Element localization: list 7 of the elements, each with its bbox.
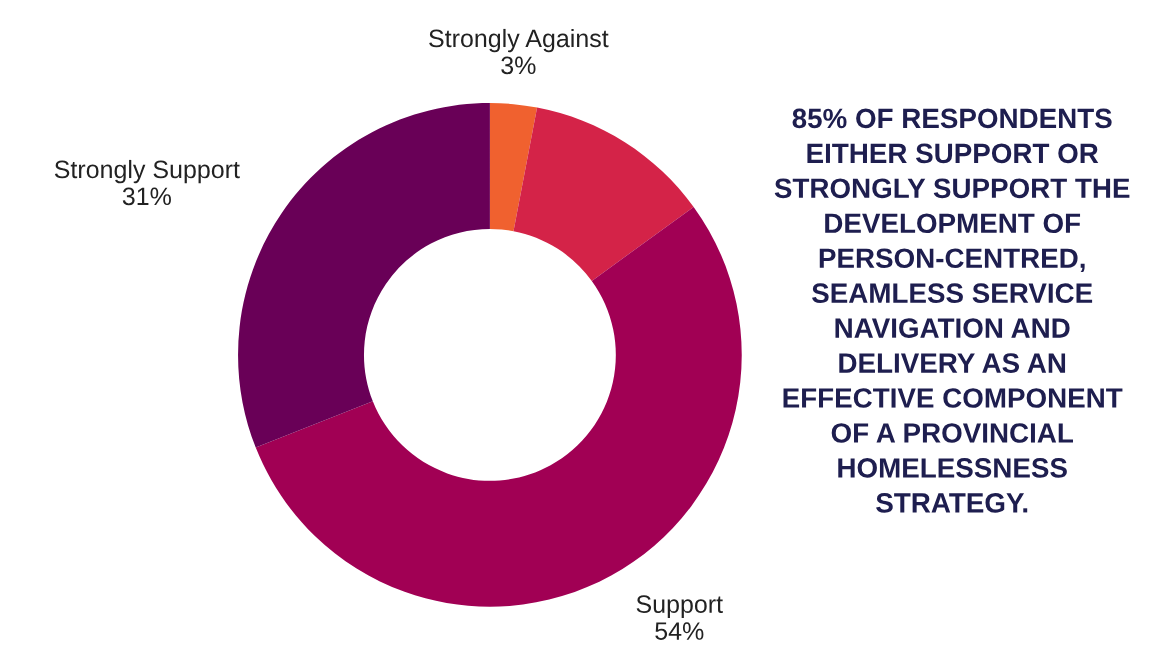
data-label: 54%	[655, 622, 704, 640]
text: 85% OF RESPONDENTS EITHER SUPPORT OR STRONGLY SUPPORT THE DEVELOPMENT OF PERSON-CENTRED, SEAMLESS SERVICE NAVIGATION AND DELIVERY AS AN EFFECTIVE COMPONENT OF A PROVINCIAL HOMELESSNESS STRATEGY.	[774, 108, 1130, 513]
data-label: 31%	[122, 187, 171, 206]
data-label: 3%	[501, 56, 536, 75]
slice-label: Strongly Against	[429, 28, 609, 53]
slice-label: Support	[636, 595, 723, 618]
slice-label: Strongly Support	[54, 159, 240, 184]
